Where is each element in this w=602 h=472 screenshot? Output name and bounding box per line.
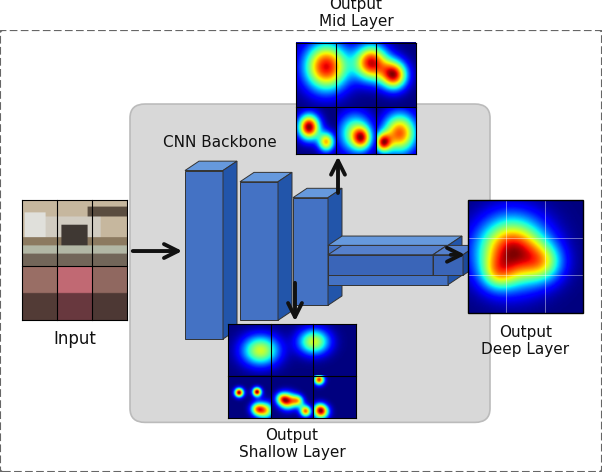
Polygon shape [433, 245, 447, 275]
Polygon shape [433, 255, 463, 275]
Polygon shape [185, 170, 223, 339]
Polygon shape [293, 198, 328, 305]
Polygon shape [240, 172, 292, 182]
Polygon shape [185, 161, 237, 170]
Polygon shape [328, 245, 448, 285]
Text: CNN Backbone: CNN Backbone [163, 135, 277, 150]
Polygon shape [328, 245, 447, 255]
Polygon shape [223, 161, 237, 339]
Text: Output
Shallow Layer: Output Shallow Layer [238, 428, 346, 460]
Polygon shape [463, 245, 477, 275]
FancyBboxPatch shape [130, 104, 490, 422]
Polygon shape [448, 236, 462, 285]
Text: Output
Deep Layer: Output Deep Layer [482, 325, 569, 357]
Polygon shape [293, 188, 342, 198]
Text: Output
Mid Layer: Output Mid Layer [318, 0, 393, 29]
Polygon shape [328, 188, 342, 305]
Bar [468, 201, 583, 313]
Polygon shape [278, 172, 292, 320]
Text: Input: Input [53, 330, 96, 348]
Polygon shape [240, 182, 278, 320]
Polygon shape [328, 255, 433, 275]
Polygon shape [328, 236, 462, 245]
Polygon shape [433, 245, 477, 255]
